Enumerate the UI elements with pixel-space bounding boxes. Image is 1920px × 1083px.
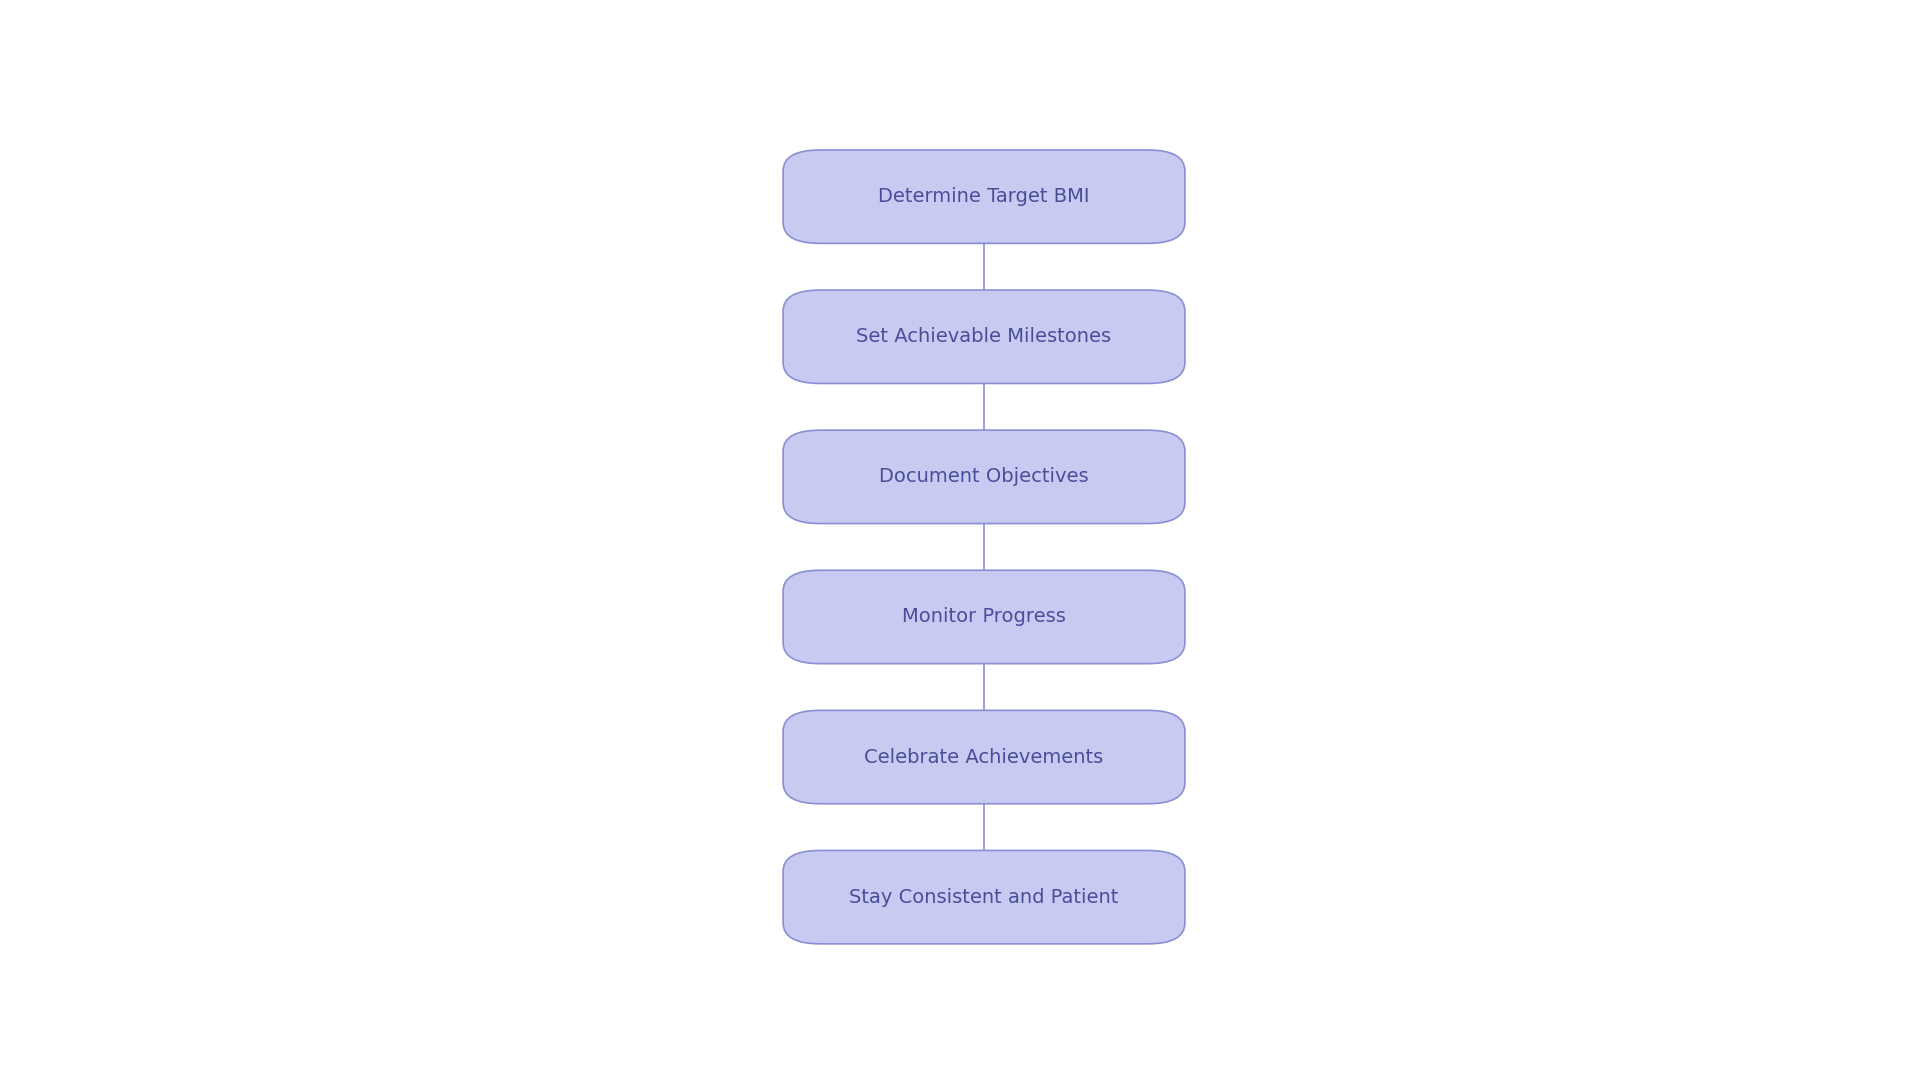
Text: Document Objectives: Document Objectives <box>879 468 1089 486</box>
Text: Celebrate Achievements: Celebrate Achievements <box>864 747 1104 767</box>
FancyBboxPatch shape <box>783 710 1185 804</box>
Text: Monitor Progress: Monitor Progress <box>902 608 1066 626</box>
FancyBboxPatch shape <box>783 430 1185 523</box>
FancyBboxPatch shape <box>783 571 1185 664</box>
FancyBboxPatch shape <box>783 850 1185 944</box>
Text: Determine Target BMI: Determine Target BMI <box>877 187 1091 206</box>
Text: Stay Consistent and Patient: Stay Consistent and Patient <box>849 888 1119 906</box>
FancyBboxPatch shape <box>783 290 1185 383</box>
Text: Set Achievable Milestones: Set Achievable Milestones <box>856 327 1112 347</box>
FancyBboxPatch shape <box>783 149 1185 244</box>
